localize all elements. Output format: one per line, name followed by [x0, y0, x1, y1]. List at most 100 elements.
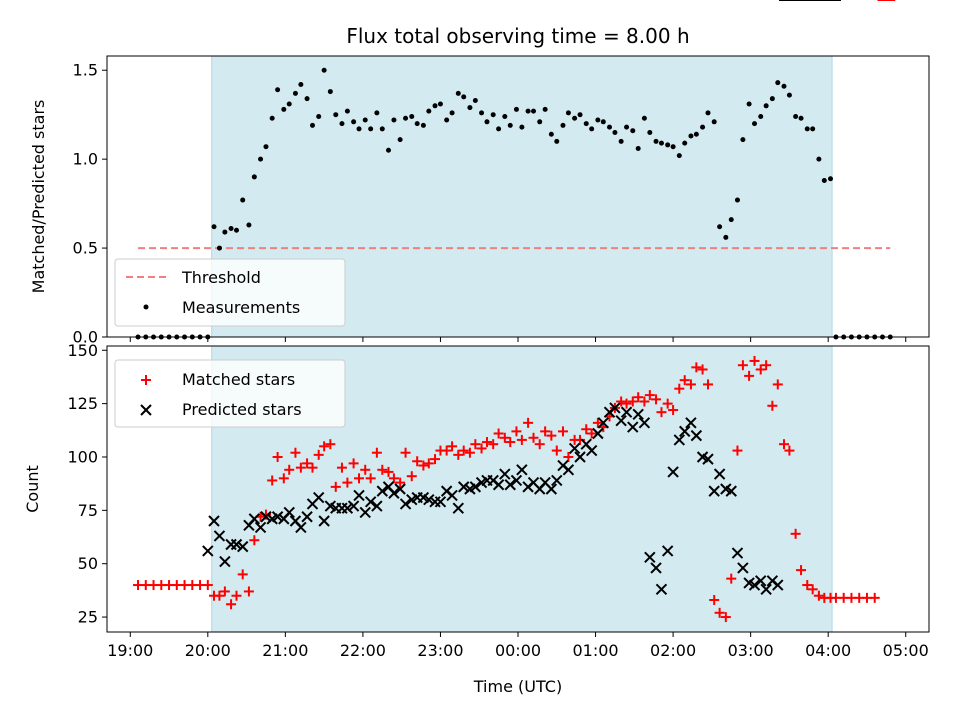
matched-star-point	[290, 447, 301, 458]
measurement-point	[275, 87, 281, 93]
bottom-panel-marks	[133, 0, 896, 623]
measurement-point	[316, 113, 322, 119]
matched-star-point	[714, 607, 725, 618]
matched-star-point	[354, 473, 365, 484]
y-tick-label: 100	[67, 447, 98, 466]
matched-star-point	[616, 396, 627, 407]
matched-star-point	[464, 447, 475, 458]
measurement-point	[519, 124, 525, 130]
measurement-point	[258, 156, 264, 162]
predicted-star-point	[685, 417, 697, 429]
legend-plus-mark	[141, 375, 151, 385]
matched-star-point	[651, 394, 662, 405]
y-tick-label: 1.0	[73, 150, 98, 169]
matched-star-point	[709, 594, 720, 605]
matched-star-point	[371, 447, 382, 458]
predicted-star-point	[469, 481, 482, 493]
matched-star-point	[668, 405, 679, 416]
matched-star-point	[621, 398, 632, 409]
matched-star-point	[231, 590, 242, 601]
measurement-point	[240, 197, 246, 203]
measurement-point	[560, 122, 566, 128]
matched-star-point	[360, 464, 371, 475]
predicted-star-point	[219, 555, 231, 568]
measurement-point	[618, 138, 624, 144]
measurement-point	[624, 124, 630, 130]
matched-star-point	[813, 590, 824, 601]
matched-star-point	[377, 464, 388, 475]
measurement-point	[403, 115, 409, 121]
predicted-star-point	[434, 496, 447, 508]
matched-star-point	[243, 586, 254, 597]
predicted-star-point	[516, 464, 528, 476]
measurement-point	[507, 122, 513, 128]
matched-star-point	[732, 445, 743, 456]
matched-star-point	[697, 364, 708, 375]
x-tick-label: 05:00	[883, 641, 929, 660]
matched-star-point	[772, 379, 783, 390]
predicted-star-point	[388, 487, 400, 499]
measurement-point	[740, 137, 746, 143]
matched-star-point	[551, 445, 562, 456]
matched-star-point	[365, 473, 376, 484]
matched-star-point	[453, 449, 464, 460]
x-tick-label: 23:00	[417, 641, 463, 660]
measurement-point	[472, 97, 478, 103]
measurement-point	[327, 89, 333, 95]
predicted-star-point	[318, 515, 330, 527]
measurement-point	[368, 126, 374, 132]
measurement-point	[711, 119, 717, 125]
measurement-point	[828, 176, 834, 182]
matched-star-point	[493, 428, 504, 439]
measurement-point	[385, 147, 391, 153]
predicted-star-point	[731, 547, 744, 559]
matched-star-point	[720, 612, 731, 623]
measurement-point	[688, 133, 694, 139]
matched-star-point	[313, 449, 324, 460]
measurement-point	[700, 124, 706, 130]
measurement-point	[635, 145, 641, 151]
measurement-point	[356, 126, 362, 132]
measurement-point	[723, 234, 729, 240]
chart-title: Flux total observing time = 8.00 h	[346, 24, 689, 48]
measurement-point	[548, 131, 554, 137]
y-tick-label: 50	[78, 554, 98, 573]
y-tick-label: 0.0	[73, 328, 98, 347]
measurement-point	[653, 138, 659, 144]
top-y-ticks: 0.0 0.5 1.0 1.5	[73, 61, 107, 347]
y-tick-label: 150	[67, 341, 98, 360]
matched-star-point	[383, 466, 394, 477]
measurement-point	[781, 83, 787, 89]
predicted-star-point	[230, 538, 243, 551]
predicted-star-point	[283, 506, 295, 519]
x-tick-label: 20:00	[185, 641, 231, 660]
predicted-star-point	[364, 496, 377, 508]
measurement-point	[263, 144, 269, 150]
predicted-star-point	[371, 500, 383, 512]
predicted-star-point	[545, 483, 558, 495]
measurement-point	[665, 142, 671, 148]
matched-star-point	[336, 462, 347, 473]
measurement-point	[752, 121, 758, 127]
matched-star-point	[546, 430, 557, 441]
predicted-star-point	[690, 429, 703, 442]
matched-star-point	[784, 445, 795, 456]
predicted-star-point	[213, 530, 226, 542]
measurement-point	[658, 140, 664, 146]
measurement-point	[775, 80, 781, 86]
legend-matched-swatch	[141, 375, 151, 385]
measurement-point	[269, 115, 275, 121]
matched-star-point	[656, 407, 667, 418]
predicted-star-point	[667, 466, 679, 478]
measurement-point	[496, 126, 502, 132]
predicted-star-point	[376, 485, 388, 497]
predicted-star-point	[644, 551, 656, 564]
measurement-point	[437, 101, 443, 107]
matched-star-point	[807, 584, 818, 595]
measurement-point	[461, 94, 467, 100]
matched-star-point	[388, 473, 399, 484]
predicted-star-point	[254, 521, 267, 534]
predicted-star-point	[661, 545, 674, 557]
matched-star-point	[447, 441, 458, 452]
